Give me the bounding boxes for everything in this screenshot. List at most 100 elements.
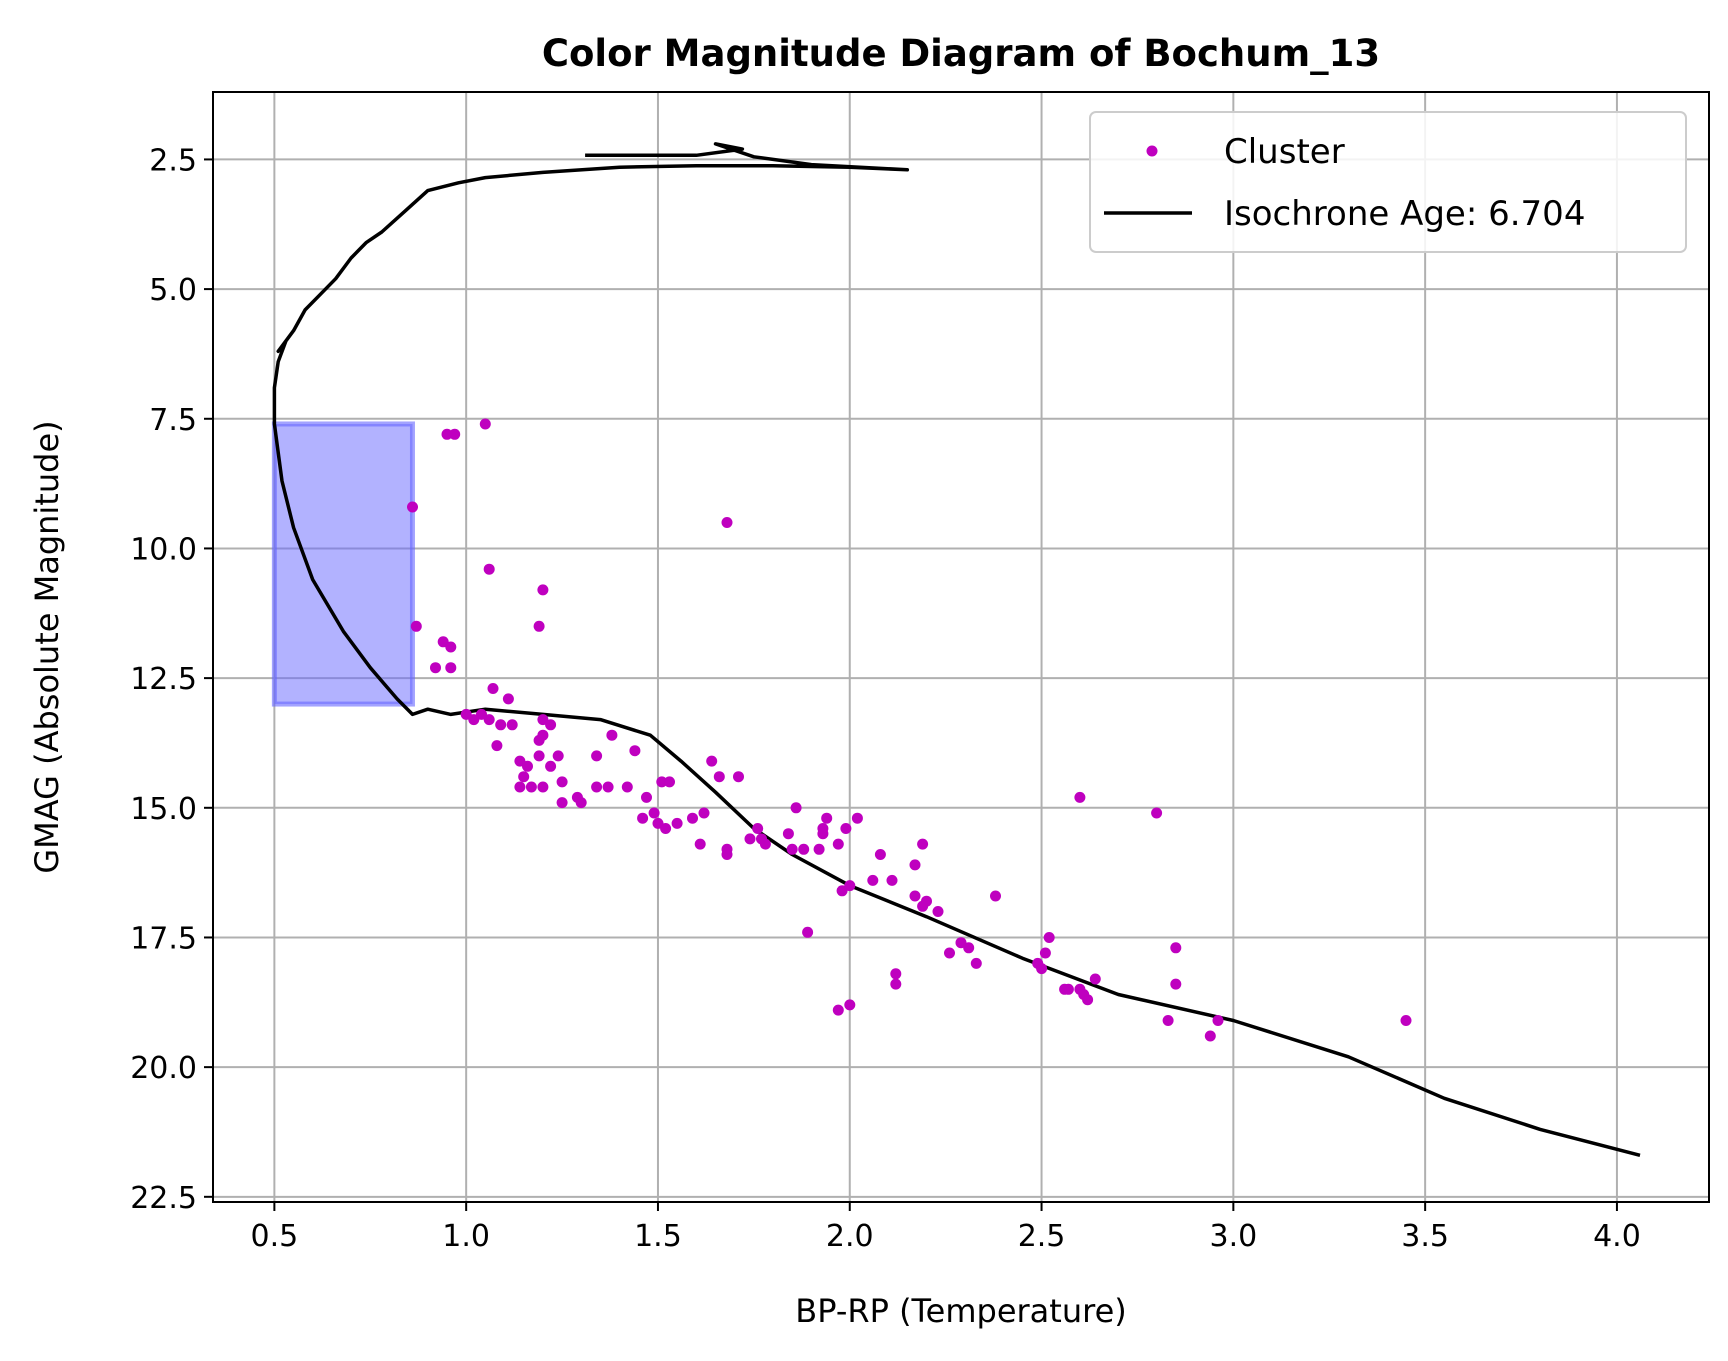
- cluster-point: [786, 843, 798, 855]
- cluster-point: [890, 978, 902, 990]
- cluster-point: [874, 849, 886, 860]
- cluster-point: [963, 942, 975, 954]
- cluster-point: [629, 745, 641, 757]
- cluster-point: [694, 838, 706, 850]
- cluster-point: [495, 719, 507, 731]
- cluster-point: [798, 843, 810, 855]
- legend-label-isochrone: Isochrone Age: 6.704: [1224, 194, 1585, 234]
- y-axis-label: GMAG (Absolute Magnitude): [28, 420, 66, 873]
- y-axis-ticks: 2.5 5.0 7.5 10.0 12.5 15.0 17.5 20.0 22.5: [130, 143, 213, 1216]
- cluster-point: [449, 428, 461, 440]
- cluster-point: [706, 755, 718, 767]
- plot-frame: [212, 91, 1710, 1203]
- cluster-point: [890, 968, 902, 980]
- cluster-point: [759, 838, 771, 850]
- cluster-point: [832, 838, 844, 850]
- cluster-points: [407, 418, 1412, 1042]
- cluster-point: [556, 776, 568, 788]
- cluster-point: [522, 760, 533, 772]
- cluster-point: [591, 781, 603, 793]
- cluster-point: [430, 662, 441, 674]
- legend: Cluster Isochrone Age: 6.704: [1089, 111, 1687, 253]
- cluster-point: [851, 812, 863, 824]
- cluster-point: [1082, 994, 1094, 1006]
- cluster-point: [1089, 973, 1101, 985]
- cluster-point: [556, 797, 568, 809]
- cluster-point: [537, 584, 549, 596]
- highlight-rect: [271, 421, 415, 707]
- cluster-point: [641, 791, 652, 803]
- cluster-point: [917, 838, 929, 850]
- y-tick-label: 10.0: [130, 532, 197, 567]
- cluster-point: [1151, 807, 1163, 819]
- cluster-point: [1162, 1015, 1174, 1026]
- y-tick-label: 7.5: [149, 403, 197, 438]
- cluster-point: [514, 781, 526, 793]
- y-tick-label: 5.0: [149, 273, 197, 308]
- cluster-point: [1062, 983, 1074, 995]
- x-tick-label: 2.0: [826, 1219, 874, 1254]
- x-tick-label: 1.0: [442, 1219, 490, 1254]
- cluster-point: [821, 812, 833, 824]
- cluster-point: [479, 418, 491, 430]
- cluster-point: [1204, 1030, 1216, 1042]
- legend-marker-cluster: [1146, 145, 1158, 157]
- cluster-point: [990, 890, 1001, 902]
- cluster-point: [909, 859, 921, 871]
- cluster-point: [698, 807, 710, 819]
- cluster-point: [606, 729, 618, 741]
- cluster-point: [1212, 1015, 1224, 1026]
- cluster-point: [545, 719, 557, 731]
- cluster-point: [445, 662, 457, 674]
- cluster-point: [656, 776, 668, 788]
- cluster-point: [790, 802, 802, 814]
- cluster-point: [813, 843, 825, 855]
- y-tick-label: 12.5: [130, 662, 197, 697]
- cluster-point: [713, 771, 725, 783]
- cluster-point: [483, 714, 495, 726]
- y-tick-label: 2.5: [149, 143, 197, 178]
- cluster-point: [410, 620, 422, 632]
- cluster-point: [537, 781, 549, 793]
- cluster-point: [525, 781, 537, 793]
- cluster-point: [970, 957, 982, 969]
- highlight-region: [271, 421, 415, 707]
- cluster-point: [537, 729, 549, 741]
- cluster-point: [518, 771, 530, 783]
- x-axis-ticks: 0.5 1.0 1.5 2.0 2.5 3.0 3.5 4.0: [251, 1202, 1641, 1254]
- cluster-point: [909, 890, 921, 902]
- cluster-point: [921, 895, 932, 907]
- legend-label-cluster: Cluster: [1224, 132, 1345, 172]
- cluster-point: [1043, 932, 1055, 943]
- x-axis-label: BP-RP (Temperature): [795, 1292, 1126, 1330]
- cluster-point: [491, 740, 503, 752]
- cluster-point: [752, 823, 764, 834]
- cluster-point: [744, 833, 756, 845]
- x-tick-label: 2.5: [1018, 1219, 1066, 1254]
- cluster-point: [637, 812, 649, 824]
- cluster-point: [537, 714, 549, 726]
- cluster-point: [671, 817, 683, 829]
- cluster-point: [476, 708, 487, 720]
- y-tick-label: 15.0: [130, 792, 197, 827]
- cluster-point: [1170, 978, 1182, 990]
- y-tick-label: 20.0: [130, 1051, 197, 1086]
- cluster-point: [602, 781, 614, 793]
- cluster-point: [817, 823, 829, 834]
- cluster-point: [844, 880, 856, 892]
- x-tick-label: 3.0: [1209, 1219, 1257, 1254]
- cluster-point: [533, 620, 545, 632]
- cluster-point: [802, 926, 814, 938]
- cluster-point: [1039, 947, 1051, 959]
- cluster-point: [867, 874, 879, 886]
- x-tick-label: 4.0: [1593, 1219, 1641, 1254]
- cluster-point: [844, 999, 856, 1011]
- cluster-point: [840, 823, 852, 834]
- cluster-point: [621, 781, 633, 793]
- cluster-point: [648, 807, 660, 819]
- cluster-point: [483, 563, 495, 575]
- isochrone-layer: [272, 142, 1641, 1157]
- y-tick-label: 22.5: [130, 1181, 197, 1216]
- cluster-point: [502, 693, 514, 705]
